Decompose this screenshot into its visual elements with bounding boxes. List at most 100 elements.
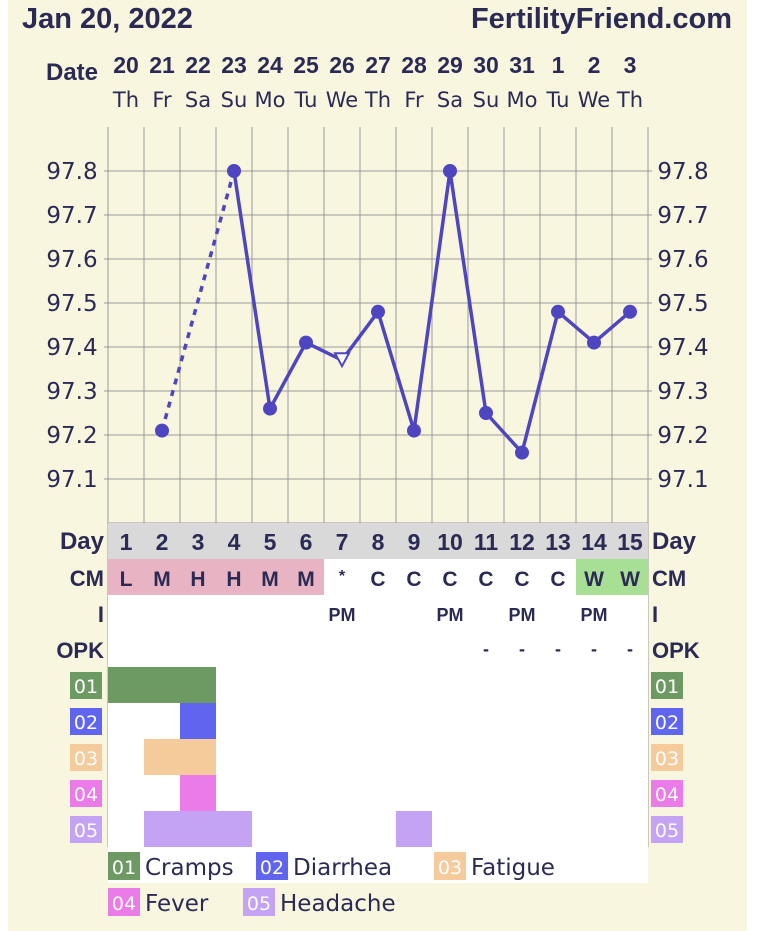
cycle-day: 4 [228,529,241,555]
symptom-code-left: 02 [74,712,98,734]
row-bg [108,595,648,631]
date-row-label: Date [46,59,98,86]
y-tick-label-left: 97.1 [46,467,97,493]
date-label: 2 [588,52,601,78]
weekday-label: Tu [546,88,570,112]
row-label-right: Day [652,528,697,555]
date-label: 21 [149,52,175,78]
temp-point [155,423,169,438]
temp-point [479,406,493,420]
y-tick-label-right: 97.5 [657,291,708,317]
symptom-code-box-left [70,816,102,843]
y-tick-label-left: 97.7 [46,203,97,229]
symptom-code-left: 03 [74,748,98,770]
row-label-left: OPK [56,638,104,663]
cycle-day: 14 [581,529,607,555]
y-tick-label-right: 97.6 [657,247,708,273]
cm-value: * [339,568,346,585]
symptom-cell [144,667,180,703]
legend-label: Fatigue [471,855,555,881]
temp-point [587,335,601,350]
date-label: 29 [437,52,463,78]
date-label: 23 [221,52,247,78]
opk-value: - [483,639,489,659]
symptom-code-box-left [70,780,102,807]
cycle-day: 12 [509,529,535,555]
cycle-day: 8 [372,529,385,555]
cycle-day: 2 [156,529,169,555]
cycle-day: 9 [408,529,421,555]
symptom-code-right: 02 [655,712,679,734]
legend-label: Diarrhea [293,855,392,881]
chart-date-title: Jan 20, 2022 [22,3,193,35]
weekday-label: We [326,88,358,112]
temp-line [232,169,632,455]
temp-point [227,164,241,178]
symptom-code-left: 04 [74,784,98,806]
date-label: 28 [401,52,427,78]
temp-point [263,401,277,416]
cm-cell-fill [288,559,324,595]
weekday-label: Th [616,88,643,112]
cycle-day: 7 [336,529,349,555]
symptom-code-box-left [70,672,102,699]
cycle-day: 1 [120,529,133,555]
symptom-code-right: 04 [655,784,679,806]
cycle-day: 15 [617,529,643,555]
date-header: 20 21 22 23 24 25 26 27 28 29 30 31 1 2 3Th Fr Sa Su Mo Tu W… [112,52,643,112]
symptom-code-right: 01 [655,676,679,698]
row-label-left: Day [60,528,105,555]
weekday-label: Fr [152,88,172,112]
y-tick-label-left: 97.6 [46,247,97,273]
weekday-label: Sa [185,88,211,112]
intercourse-value: PM [329,605,356,625]
legend-code: 04 [112,893,136,915]
cycle-day: 10 [437,529,463,555]
date-label: 22 [185,52,211,78]
y-tick-label-right: 97.2 [657,423,708,449]
weekday-label: We [578,88,610,112]
weekday-label: Th [112,88,139,112]
cycle-day: 5 [264,529,277,555]
symptom-cell [216,811,252,847]
legend-code: 02 [260,857,284,879]
cm-value: L [120,568,133,591]
intercourse-value: PM [509,605,536,625]
cm-value: C [550,568,565,591]
symptom-cell [180,667,216,703]
y-tick-label-right: 97.4 [657,335,708,361]
symptom-cell [180,775,216,811]
cm-value: H [190,568,205,591]
temp-point [551,304,565,319]
cycle-day: 11 [474,529,499,555]
y-tick-label-right: 97.7 [657,203,708,229]
date-label: 3 [624,52,637,78]
y-tick-label-left: 97.2 [46,423,97,449]
row-bg [108,847,648,883]
y-tick-label-left: 97.8 [46,159,97,185]
cm-value: C [406,568,421,591]
symptom-code-left: 01 [74,676,98,698]
cm-value: C [442,568,457,591]
temp-point-open [333,352,351,369]
cm-cell-fill [216,559,252,595]
temp-point [443,164,457,178]
temperature-series [155,164,637,460]
date-label: 26 [329,52,355,78]
symptom-code-box-left [70,708,102,735]
cm-value: M [153,568,171,591]
cm-cell-fill [180,559,216,595]
cm-value: C [478,568,493,591]
weekday-label: Su [473,88,500,112]
temp-point [407,423,421,438]
temp-point [515,445,529,460]
day-row-bg [108,523,648,559]
cm-value: C [370,568,385,591]
symptom-cell [144,739,180,775]
opk-value: - [627,639,633,659]
weekday-label: Mo [255,88,286,112]
date-label: 30 [473,52,499,78]
temperature-axis: 97.1 97.1 97.2 97.2 97.3 97.3 97.4 97.4 97.5 97.5… [46,159,708,493]
cycle-day: 6 [300,529,313,555]
legend-label: Headache [280,891,396,917]
